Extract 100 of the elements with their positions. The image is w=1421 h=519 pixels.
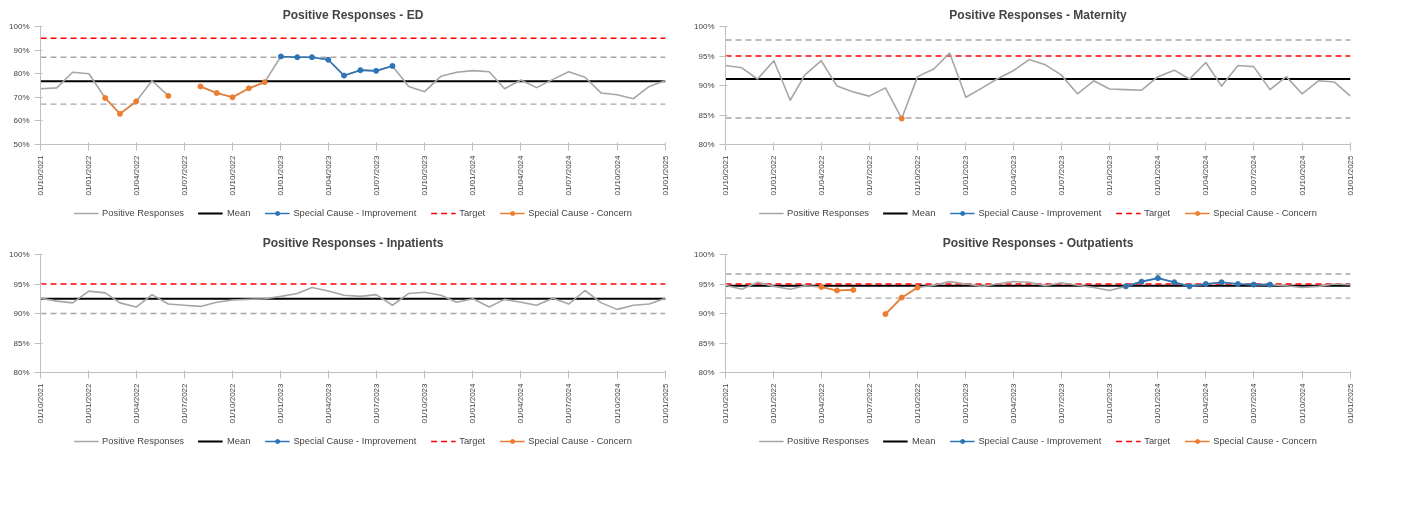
- x-tick-label: 01/10/2021: [36, 382, 45, 424]
- x-tick-label: 01/10/2024: [1297, 154, 1307, 196]
- x-tick-label: 01/10/2021: [721, 154, 730, 196]
- legend-label: Target: [459, 208, 486, 218]
- legend-label: Mean: [227, 436, 251, 446]
- x-tick-label: 01/10/2024: [612, 154, 622, 196]
- legend-label: Special Cause - Improvement: [978, 208, 1102, 218]
- legend-label: Special Cause - Concern: [528, 208, 632, 218]
- x-tick-label: 01/07/2024: [564, 382, 574, 424]
- y-tick-label: 90%: [698, 309, 715, 318]
- x-tick-label: 01/07/2022: [179, 154, 189, 196]
- x-tick-label: 01/04/2023: [323, 382, 333, 424]
- point: [325, 56, 332, 63]
- x-tick-label: 01/10/2022: [913, 154, 923, 196]
- y-tick-label: 85%: [13, 338, 30, 348]
- point: [898, 294, 905, 301]
- y-tick-label: 85%: [698, 338, 715, 348]
- x-tick-label: 01/01/2024: [1153, 382, 1163, 424]
- legend-label: Special Cause - Improvement: [293, 208, 417, 218]
- legend-label: Mean: [912, 208, 936, 218]
- y-tick-label: 100%: [694, 250, 715, 259]
- y-tick-label: 70%: [13, 92, 30, 102]
- x-tick-label: 01/10/2021: [721, 382, 730, 424]
- x-tick-label: 01/01/2025: [1346, 154, 1355, 196]
- x-tick-label: 01/01/2025: [661, 154, 670, 196]
- chart-title: Positive Responses - ED: [282, 7, 424, 22]
- y-tick-label: 90%: [13, 45, 30, 55]
- x-tick-label: 01/07/2023: [371, 382, 381, 424]
- x-tick-label: 01/01/2023: [276, 154, 286, 196]
- chart-title: Positive Responses - Maternity: [949, 7, 1128, 22]
- legend-label: Special Cause - Concern: [1213, 436, 1317, 446]
- x-tick-label: 01/10/2021: [36, 154, 45, 196]
- point: [1267, 281, 1274, 288]
- point: [1154, 275, 1161, 282]
- x-tick-label: 01/01/2022: [84, 154, 94, 196]
- point: [850, 286, 857, 293]
- point: [818, 283, 825, 290]
- point: [1122, 283, 1129, 290]
- x-tick-label: 01/04/2023: [323, 154, 333, 196]
- x-tick-label: 01/07/2023: [371, 154, 381, 196]
- x-tick-label: 01/07/2023: [1056, 154, 1066, 196]
- y-tick-label: 100%: [9, 250, 30, 259]
- x-tick-label: 01/01/2024: [468, 382, 478, 424]
- x-tick-label: 01/10/2022: [913, 382, 923, 424]
- point: [213, 90, 220, 97]
- x-tick-label: 01/04/2024: [516, 382, 526, 424]
- point: [1186, 283, 1193, 290]
- y-tick-label: 90%: [698, 81, 715, 90]
- point: [834, 287, 841, 294]
- legend-label: Positive Responses: [787, 436, 870, 446]
- y-tick-label: 80%: [13, 69, 30, 79]
- point: [389, 62, 396, 69]
- point: [277, 53, 284, 60]
- x-tick-label: 01/01/2022: [769, 382, 779, 424]
- point: [914, 284, 921, 291]
- x-tick-label: 01/07/2024: [1249, 154, 1259, 196]
- y-tick-label: 90%: [13, 309, 30, 318]
- x-tick-label: 01/01/2024: [468, 154, 478, 196]
- x-tick-label: 01/01/2022: [84, 382, 94, 424]
- legend-label: Special Cause - Improvement: [293, 436, 417, 446]
- x-tick-label: 01/10/2023: [1105, 382, 1115, 424]
- point: [1234, 281, 1241, 287]
- point: [261, 79, 268, 86]
- x-tick-label: 01/07/2024: [1249, 382, 1259, 424]
- legend-label: Special Cause - Concern: [1213, 208, 1317, 218]
- point: [116, 110, 123, 117]
- point: [133, 98, 140, 105]
- legend-label: Target: [459, 436, 486, 446]
- x-tick-label: 01/04/2022: [816, 154, 826, 196]
- y-tick-label: 80%: [13, 368, 30, 377]
- y-tick-label: 80%: [698, 140, 715, 149]
- x-tick-label: 01/10/2023: [1105, 154, 1115, 196]
- point: [165, 92, 172, 99]
- x-tick-label: 01/04/2024: [1201, 382, 1211, 424]
- x-tick-label: 01/07/2024: [564, 154, 574, 196]
- point: [1202, 281, 1209, 287]
- legend-label: Target: [1144, 208, 1171, 218]
- chart-title: Positive Responses - Inpatients: [262, 235, 444, 250]
- x-tick-label: 01/10/2023: [420, 154, 430, 196]
- legend-label: Positive Responses: [102, 436, 185, 446]
- point: [229, 94, 236, 101]
- x-tick-label: 01/01/2023: [961, 154, 971, 196]
- x-tick-label: 01/07/2022: [864, 382, 874, 424]
- point: [373, 67, 380, 74]
- point: [197, 83, 204, 90]
- x-tick-label: 01/01/2025: [1346, 382, 1355, 424]
- y-tick-label: 60%: [13, 116, 30, 126]
- point: [882, 311, 889, 318]
- y-tick-label: 50%: [13, 140, 30, 149]
- y-tick-label: 85%: [698, 110, 715, 120]
- point: [1250, 281, 1257, 288]
- x-tick-label: 01/01/2024: [1153, 154, 1163, 196]
- y-tick-label: 95%: [698, 279, 715, 289]
- line-series: [40, 286, 666, 311]
- x-tick-label: 01/01/2023: [961, 382, 971, 424]
- point: [308, 54, 315, 61]
- y-tick-label: 100%: [9, 22, 30, 31]
- x-tick-label: 01/10/2022: [228, 382, 238, 424]
- x-tick-label: 01/01/2025: [661, 382, 670, 424]
- point: [294, 54, 301, 61]
